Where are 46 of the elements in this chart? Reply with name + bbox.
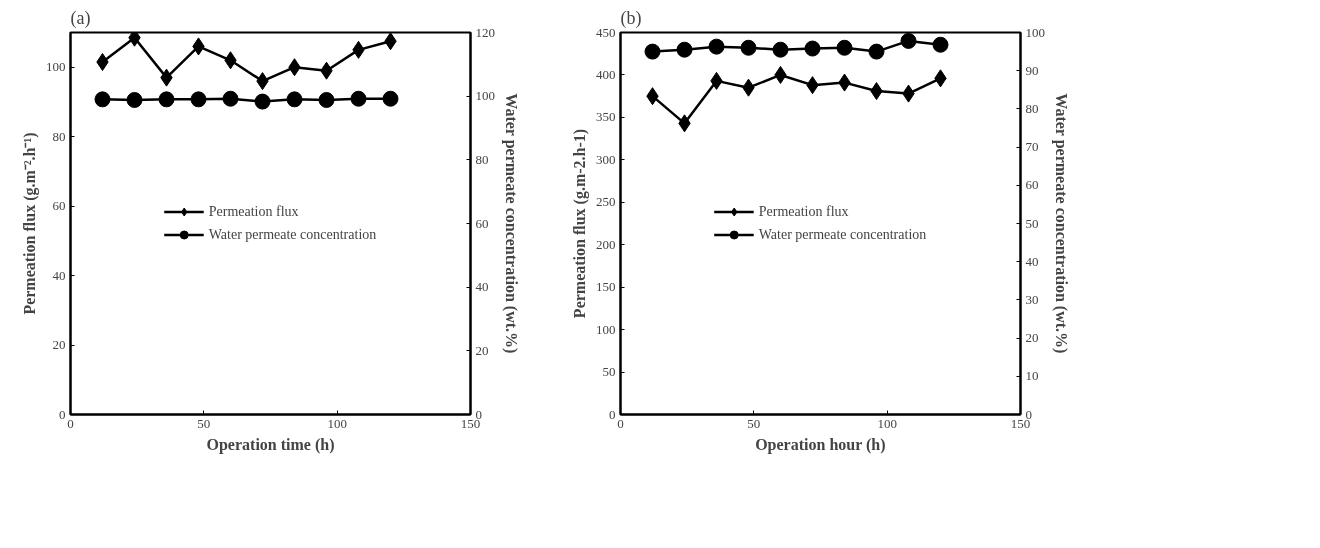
x-tick-label: 100 xyxy=(877,415,897,431)
legend-label: Water permeate concentration xyxy=(758,226,927,243)
y2-axis-title: Water permeate concentration (wt.%) xyxy=(502,93,520,354)
y2-tick-label: 40 xyxy=(1025,253,1039,269)
y-tick-label: 350 xyxy=(596,109,616,125)
y-tick-label: 400 xyxy=(596,66,616,82)
y-axis-title: Permeation flux (g.m-2.h-1) xyxy=(571,128,589,319)
y-tick-label: 100 xyxy=(596,321,616,337)
x-tick-label: 100 xyxy=(327,415,347,431)
y2-tick-label: 60 xyxy=(1025,177,1039,193)
y2-tick-label: 80 xyxy=(1025,100,1039,116)
y-tick-label: 300 xyxy=(596,151,616,167)
y2-tick-label: 100 xyxy=(1025,24,1045,40)
y2-tick-label: 100 xyxy=(475,88,495,104)
y-tick-label: 80 xyxy=(52,128,66,144)
y2-tick-label: 120 xyxy=(475,24,495,40)
y2-tick-label: 90 xyxy=(1025,62,1039,78)
y2-tick-label: 10 xyxy=(1025,368,1039,384)
x-tick-label: 50 xyxy=(747,415,761,431)
y-tick-label: 50 xyxy=(602,364,616,380)
x-axis-title: Operation time (h) xyxy=(206,435,335,454)
y2-tick-label: 70 xyxy=(1025,139,1039,155)
y-axis-title: Permeation flux (g.m⁻².h⁻¹) xyxy=(21,132,39,315)
y-tick-label: 60 xyxy=(52,198,66,214)
y-tick-label: 40 xyxy=(52,267,66,283)
y-tick-label: 20 xyxy=(52,337,66,353)
x-tick-label: 50 xyxy=(197,415,211,431)
legend-label: Water permeate concentration xyxy=(208,226,377,243)
y2-tick-label: 30 xyxy=(1025,291,1039,307)
y-tick-label: 200 xyxy=(596,236,616,252)
y2-tick-label: 60 xyxy=(475,215,489,231)
legend-label: Permeation flux xyxy=(758,203,849,220)
y2-tick-label: 20 xyxy=(1025,330,1039,346)
y-tick-label: 150 xyxy=(596,279,616,295)
y-tick-label: 100 xyxy=(46,59,66,75)
y-tick-label: 450 xyxy=(596,24,616,40)
y-tick-label: 250 xyxy=(596,194,616,210)
y2-axis-title: Water permeate concentration (wt.%) xyxy=(1052,93,1070,354)
legend-label: Permeation flux xyxy=(208,203,299,220)
y2-tick-label: 20 xyxy=(475,342,489,358)
y2-tick-label: 80 xyxy=(475,151,489,167)
x-axis-title: Operation hour (h) xyxy=(755,435,886,454)
y2-tick-label: 40 xyxy=(475,279,489,295)
chart-title: (a) xyxy=(70,7,91,29)
y2-tick-label: 50 xyxy=(1025,215,1039,231)
chart-title: (b) xyxy=(620,7,642,29)
